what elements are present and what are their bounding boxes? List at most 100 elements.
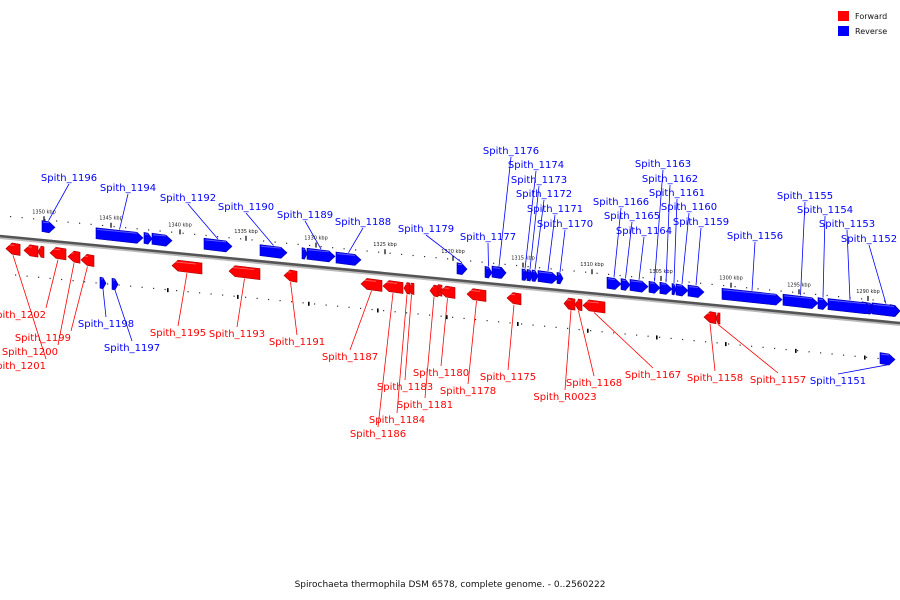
- gene-arrow-spith_1195: [171, 259, 203, 275]
- gene-arrow-shine: [630, 280, 643, 283]
- gene-label: Spith_1160: [661, 202, 717, 213]
- track-dot: [826, 294, 828, 297]
- track-dot: [383, 310, 385, 312]
- track-dot: [820, 352, 822, 354]
- gene-label: Spith_1170: [537, 219, 593, 230]
- track-dot: [222, 294, 224, 296]
- gene-label: Spith_1178: [440, 386, 496, 397]
- gene-label: Spith_1153: [819, 219, 875, 230]
- gene-arrow-spith_1176: [491, 265, 507, 279]
- track-dot: [194, 233, 196, 235]
- track-dot: [527, 266, 529, 268]
- track-dot: [769, 289, 771, 291]
- leader-line: [654, 169, 664, 282]
- track-dot: [573, 270, 575, 272]
- track-dot: [10, 215, 12, 218]
- leader-line: [404, 294, 412, 381]
- leader-line: [349, 290, 372, 351]
- gene-arrow-spith_1171: [537, 270, 559, 284]
- gene-arrow-shine: [872, 303, 895, 307]
- gene-arrow-spith_1165: [620, 278, 631, 291]
- gene-label: Spith_1163: [635, 159, 691, 170]
- gene-label: Spith_1176: [483, 146, 539, 157]
- gene-label: Spith_1201: [0, 361, 46, 372]
- gene-arrow-spith_1180: [439, 285, 456, 299]
- gene-arrow-spith_1188: [335, 251, 362, 266]
- track-dot: [228, 237, 230, 239]
- track-dot: [590, 330, 592, 332]
- track-dot: [831, 353, 833, 355]
- leader-line: [487, 242, 489, 267]
- track-dot: [153, 287, 155, 289]
- gene-label: Spith_1161: [649, 188, 705, 199]
- track-dot: [642, 277, 644, 279]
- leader-line: [377, 292, 394, 428]
- gene-arrow-shine: [783, 295, 813, 300]
- gene-label: Spith_1174: [508, 160, 564, 171]
- legend: Forward Reverse: [838, 11, 887, 36]
- track-dot: [585, 271, 587, 273]
- gene-arrow-shine: [507, 293, 516, 296]
- scale-tick-label: 1300 kbp: [719, 276, 743, 282]
- track-dot: [746, 287, 748, 289]
- track-dot: [274, 241, 276, 243]
- gene-label: Spith_1158: [687, 373, 743, 384]
- leader-line: [868, 244, 887, 304]
- gene-arrow-shine: [229, 266, 255, 271]
- track-dot: [67, 221, 69, 223]
- gene-arrow-spith_1178: [466, 288, 487, 302]
- leader-line: [290, 282, 298, 336]
- gene-arrow-spith_1168: [574, 298, 583, 312]
- track-dot: [429, 314, 431, 316]
- track-dot: [458, 259, 460, 261]
- track-dot: [797, 350, 799, 352]
- track-dot: [470, 260, 472, 262]
- track-dot: [343, 248, 345, 250]
- figure-caption: Spirochaeta thermophila DSM 6578, comple…: [295, 580, 606, 590]
- gene-arrow-shine: [828, 299, 867, 305]
- track-dot: [113, 225, 115, 228]
- track-dot: [118, 284, 120, 286]
- track-tick: [308, 301, 310, 306]
- track-dot: [659, 336, 661, 338]
- leader-line: [440, 298, 448, 367]
- track-dot: [792, 291, 794, 293]
- gene-arrow-spith_1199: [80, 254, 95, 267]
- gene-label: Spith_1172: [516, 189, 572, 200]
- gene-label: Spith_1162: [642, 174, 698, 185]
- track-dot: [509, 322, 511, 324]
- gene-arrow-spith_1177: [484, 266, 493, 279]
- gene-label: Spith_1173: [511, 175, 567, 186]
- gene-arrow-shine: [467, 289, 481, 292]
- leader-line: [304, 220, 322, 250]
- gene-label: Spith_1191: [269, 337, 325, 348]
- gene-arrow-spith_1158: [703, 311, 717, 325]
- track-dot: [394, 311, 396, 313]
- track-dot: [803, 292, 805, 294]
- gene-arrow: [23, 244, 39, 258]
- leader-line: [45, 259, 59, 309]
- gene-label: Spith_1157: [750, 375, 806, 386]
- track-tick: [587, 328, 589, 333]
- track-dot: [647, 335, 649, 337]
- gene-arrow-shine: [688, 286, 699, 288]
- gene-arrow-spith_1179: [456, 262, 468, 275]
- track-dot: [636, 334, 638, 336]
- track-tick: [167, 288, 169, 293]
- scale-tick-label: 1310 kbp: [580, 262, 604, 268]
- leader-line: [846, 229, 851, 301]
- gene-arrow-spith_1156: [721, 287, 783, 306]
- track-dot: [406, 312, 408, 314]
- gene-label: Spith_1195: [150, 328, 206, 339]
- gene-arrow-shine: [50, 248, 61, 251]
- gene-arrow-spith_1161: [671, 283, 677, 296]
- track-dot: [705, 341, 707, 343]
- track-dot: [325, 304, 327, 306]
- gene-arrow-spith_1164: [629, 279, 649, 293]
- track-dot: [251, 239, 253, 241]
- gene-arrow-spith_1200: [67, 250, 81, 264]
- leader-line: [709, 323, 716, 372]
- track-dot: [728, 343, 730, 345]
